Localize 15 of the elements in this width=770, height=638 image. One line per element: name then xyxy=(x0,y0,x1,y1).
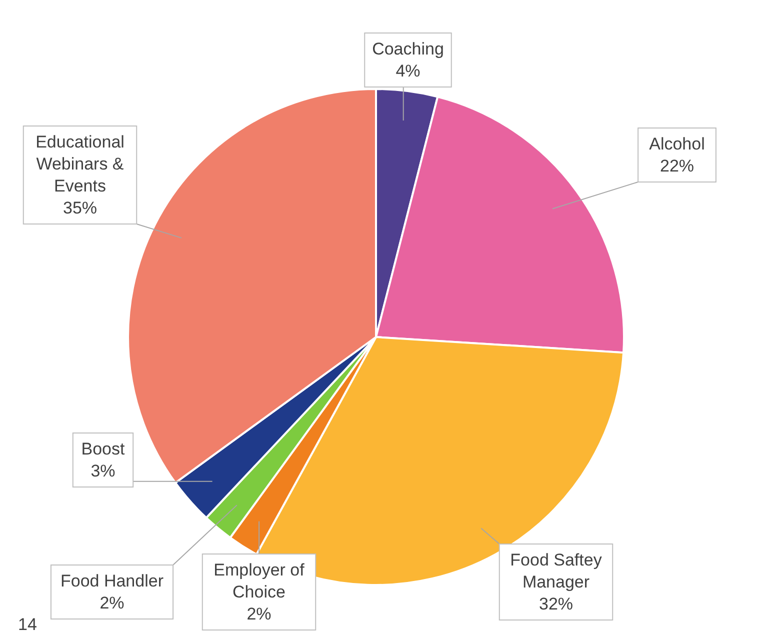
data-label: 4% xyxy=(396,62,420,80)
data-label: 22% xyxy=(660,156,694,176)
slice-label: Food Saftey Manager xyxy=(510,550,602,592)
data-label: 2% xyxy=(100,594,124,612)
data-label: 3% xyxy=(90,462,116,480)
text: 14 xyxy=(18,615,37,634)
slice-label: Alcohol xyxy=(649,134,705,154)
data-label: 35% xyxy=(62,198,98,218)
slice-label: Boost xyxy=(81,440,126,458)
data-label: 2% xyxy=(246,604,272,624)
slice-label: Coaching xyxy=(372,40,444,58)
slice-label: Employer of Choice xyxy=(214,560,305,602)
slice-label: Educational Webinars & Events xyxy=(36,132,124,196)
data-label: 32% xyxy=(538,594,574,614)
slice-label: Food Handler xyxy=(60,572,164,590)
